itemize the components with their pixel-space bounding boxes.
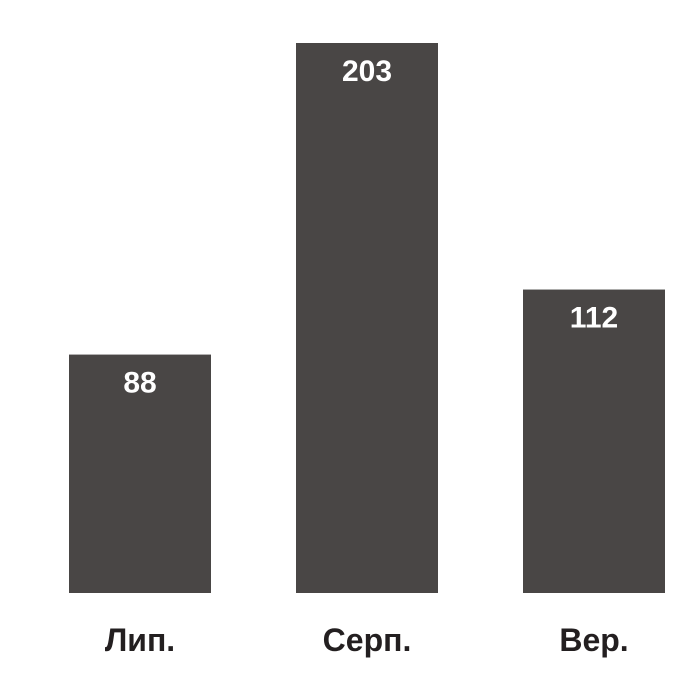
- bar-value-label: 203: [342, 55, 392, 88]
- bars-group: [69, 43, 665, 593]
- bar-value-label: 88: [123, 367, 156, 400]
- category-label: Серп.: [323, 622, 412, 658]
- category-label: Вер.: [559, 622, 628, 658]
- bar-3: [523, 289, 665, 593]
- value-labels-group: 88 203 112: [123, 55, 618, 400]
- category-labels-group: Лип. Серп. Вер.: [105, 622, 629, 658]
- category-label: Лип.: [105, 622, 175, 658]
- bar-1: [69, 354, 211, 593]
- bar-value-label: 112: [570, 302, 618, 335]
- bar-2: [296, 43, 438, 593]
